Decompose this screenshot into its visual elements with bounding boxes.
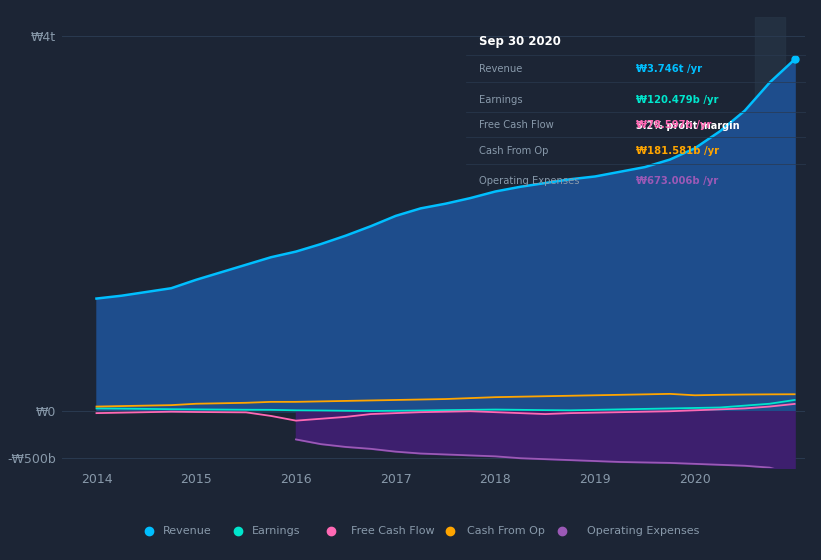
Text: Earnings: Earnings	[251, 526, 300, 535]
Text: ₩181.581b /yr: ₩181.581b /yr	[635, 146, 719, 156]
Text: Revenue: Revenue	[479, 64, 522, 74]
Text: Free Cash Flow: Free Cash Flow	[479, 120, 554, 130]
Text: Earnings: Earnings	[479, 95, 523, 105]
Text: Cash From Op: Cash From Op	[467, 526, 545, 535]
Bar	[754, 17, 785, 468]
Text: ₩78.597b /yr: ₩78.597b /yr	[635, 120, 711, 130]
Text: Cash From Op: Cash From Op	[479, 146, 548, 156]
Text: Revenue: Revenue	[163, 526, 212, 535]
Text: Operating Expenses: Operating Expenses	[479, 176, 580, 186]
Text: ₩120.479b /yr: ₩120.479b /yr	[635, 95, 718, 105]
Text: Free Cash Flow: Free Cash Flow	[351, 526, 434, 535]
Text: 3.2% profit margin: 3.2% profit margin	[635, 121, 740, 131]
Text: ₩3.746t /yr: ₩3.746t /yr	[635, 64, 702, 74]
Text: ₩673.006b /yr: ₩673.006b /yr	[635, 176, 718, 186]
Text: Sep 30 2020: Sep 30 2020	[479, 35, 561, 48]
Text: Operating Expenses: Operating Expenses	[587, 526, 699, 535]
